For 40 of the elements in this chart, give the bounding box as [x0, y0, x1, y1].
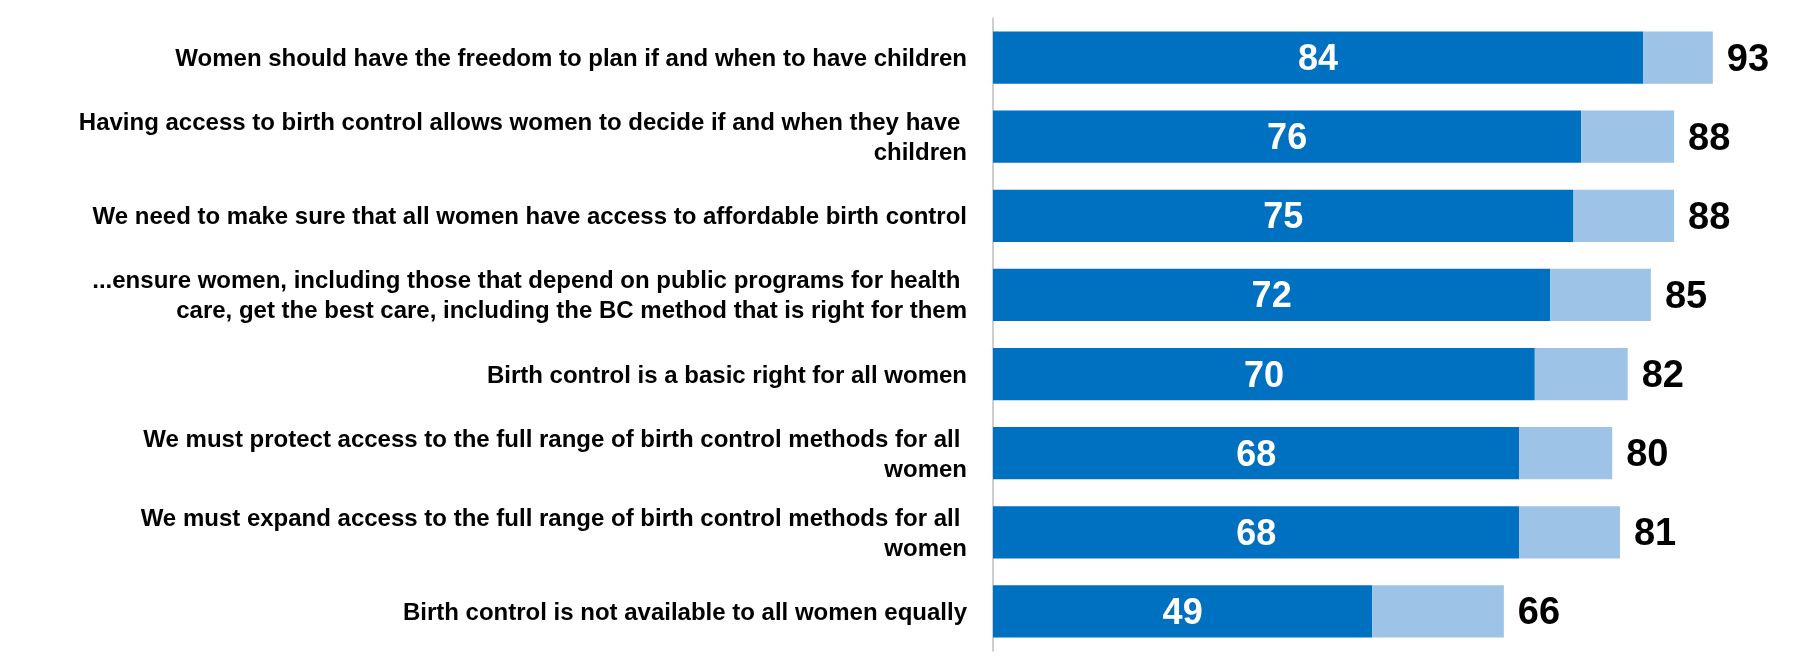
bar	[993, 189, 1574, 242]
bar	[993, 506, 1520, 559]
data-label: 68	[1236, 511, 1277, 553]
bar	[1372, 585, 1504, 638]
data-label: 84	[1298, 37, 1339, 79]
bar	[993, 347, 1535, 401]
bar	[1643, 31, 1713, 84]
total-label: 82	[1641, 353, 1684, 396]
total-label: 93	[1726, 36, 1770, 79]
total-label: 66	[1517, 590, 1561, 633]
bar	[1550, 268, 1651, 322]
total-label: 85	[1664, 273, 1708, 316]
total-label: 88	[1688, 115, 1731, 158]
y-tick-label: Birth control is not available to all women equally	[402, 597, 968, 625]
data-label: 75	[1263, 195, 1304, 237]
bar	[993, 427, 1520, 480]
y-tick-label: Having access to birth control allows women to decide if and when they have children	[78, 108, 967, 166]
data-label: 76	[1267, 116, 1308, 158]
y-tick-label: We must expand access to the full range of birth control methods for all women	[140, 503, 967, 561]
bar	[1573, 189, 1675, 242]
data-label: 68	[1236, 432, 1277, 474]
data-label: 72	[1251, 274, 1292, 316]
bar	[1581, 110, 1675, 163]
y-tick-label: Birth control is a basic right for all women	[486, 360, 967, 388]
bar	[1534, 347, 1628, 401]
y-tick-label: We need to make sure that all women have access to affordable birth control	[92, 202, 967, 230]
y-tick-label: Women should have the freedom to plan if and when to have children	[175, 44, 967, 72]
bar	[993, 268, 1551, 322]
data-label: 49	[1162, 590, 1203, 632]
data-label: 70	[1243, 353, 1284, 395]
bar	[1519, 506, 1620, 559]
total-label: 88	[1688, 194, 1731, 237]
bar	[1519, 427, 1613, 480]
y-tick-label: ...ensure women, including those that depend on public programs for health care, get the best care, including the BC method that is right for them	[92, 266, 967, 324]
bar	[993, 585, 1373, 638]
bar	[993, 110, 1582, 163]
bar	[993, 31, 1644, 84]
total-label: 80	[1626, 432, 1669, 475]
y-tick-label: We must protect access to the full range of birth control methods for all women	[143, 424, 967, 482]
total-label: 81	[1633, 511, 1677, 554]
